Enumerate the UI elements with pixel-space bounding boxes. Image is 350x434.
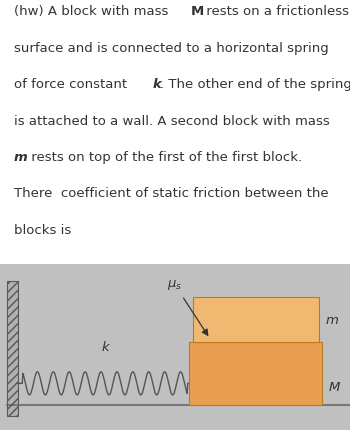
Text: M: M xyxy=(329,380,340,393)
Text: of force constant: of force constant xyxy=(14,78,131,91)
Text: rests on top of the first of the first block.: rests on top of the first of the first b… xyxy=(27,151,302,164)
Text: M: M xyxy=(191,5,204,18)
Text: maximum amplitude of the oscillation such that: maximum amplitude of the oscillation suc… xyxy=(14,351,335,363)
Text: m: m xyxy=(14,151,28,164)
Text: is attached to a wall. A second block with mass: is attached to a wall. A second block wi… xyxy=(14,114,330,127)
Text: the top block will not slip on the bottom block.: the top block will not slip on the botto… xyxy=(14,387,325,400)
Text: rests on a frictionless: rests on a frictionless xyxy=(202,5,349,18)
Bar xyxy=(193,298,318,342)
Text: blocks is: blocks is xyxy=(14,224,71,236)
Text: k: k xyxy=(152,78,161,91)
Bar xyxy=(189,342,322,405)
Text: $\mu_s$: $\mu_s$ xyxy=(167,278,183,292)
Text: . (a) Draw free-body diagram. (b) Find the: . (a) Draw free-body diagram. (b) Find t… xyxy=(14,314,293,327)
Bar xyxy=(7,281,18,417)
Text: . The other end of the spring: . The other end of the spring xyxy=(160,78,350,91)
Bar xyxy=(7,281,18,417)
Text: $\mu_s$: $\mu_s$ xyxy=(167,270,183,286)
Text: There  coefficient of static friction between the: There coefficient of static friction bet… xyxy=(14,187,329,200)
Text: m: m xyxy=(326,313,338,326)
Text: (hw) A block with mass: (hw) A block with mass xyxy=(14,5,173,18)
Text: surface and is connected to a horizontal spring: surface and is connected to a horizontal… xyxy=(14,42,329,55)
Text: k: k xyxy=(101,341,109,354)
